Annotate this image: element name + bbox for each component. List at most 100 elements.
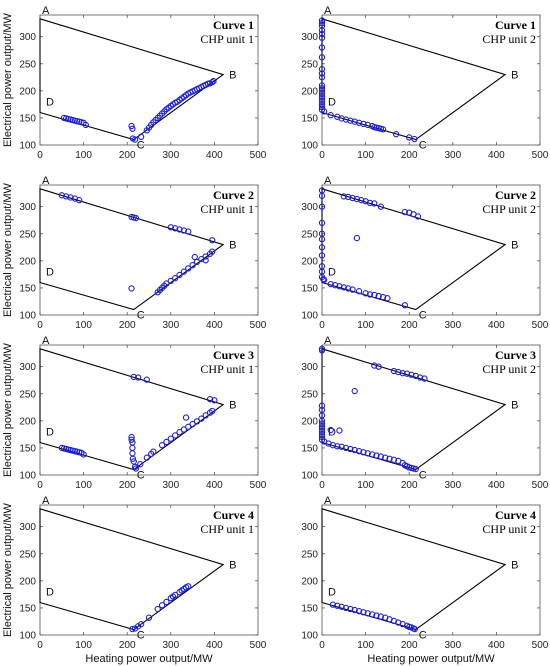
y-tick-label: 150 <box>19 603 36 614</box>
data-point <box>63 193 70 200</box>
unit-title: CHP unit 2 <box>482 362 536 376</box>
x-tick-label: 400 <box>488 640 505 651</box>
data-point <box>158 602 166 609</box>
vertex-label-d: D <box>46 267 54 279</box>
data-point <box>421 375 428 382</box>
data-point <box>185 423 192 430</box>
x-tick-label: 100 <box>75 640 92 651</box>
x-tick-label: 200 <box>401 320 418 331</box>
x-tick-label: 200 <box>119 480 136 491</box>
subplot-5: 0 100 200 300 400 500100150200250300ABCDCurve… <box>2 335 267 491</box>
data-point <box>331 282 339 289</box>
curve-title: Curve 2 <box>213 188 254 202</box>
data-point <box>150 448 157 455</box>
data-point <box>76 197 83 204</box>
data-point <box>338 603 345 610</box>
data-point <box>401 302 408 309</box>
data-point <box>412 465 419 473</box>
data-point <box>411 625 419 633</box>
data-point <box>345 285 352 292</box>
data-point <box>392 131 400 138</box>
x-tick-label: 0 <box>37 640 43 651</box>
data-point <box>189 420 196 428</box>
data-point <box>132 465 140 472</box>
data-point <box>138 621 145 628</box>
data-point <box>137 461 144 468</box>
data-point <box>58 192 65 199</box>
data-point <box>198 256 205 263</box>
x-tick-label: 200 <box>401 480 418 491</box>
y-tick-label: 200 <box>19 576 36 587</box>
data-point <box>128 285 135 292</box>
data-point <box>390 456 398 463</box>
vertex-label-a: A <box>324 495 332 507</box>
curve-title: Curve 2 <box>495 188 536 202</box>
data-point <box>206 396 214 403</box>
y-tick-label: 150 <box>19 283 36 294</box>
x-tick-label: 500 <box>532 640 549 651</box>
data-point <box>353 234 361 242</box>
operating-region <box>39 508 225 631</box>
x-tick-label: 100 <box>357 480 374 491</box>
data-point <box>327 112 334 119</box>
data-point <box>377 453 385 460</box>
data-point <box>366 291 374 298</box>
data-point <box>334 602 341 609</box>
data-point <box>336 427 343 434</box>
y-tick-label: 250 <box>19 59 36 70</box>
data-point <box>414 213 422 220</box>
x-tick-label: 400 <box>488 320 505 331</box>
vertex-label-c: C <box>419 470 427 482</box>
y-tick-label: 200 <box>19 256 36 267</box>
data-point <box>172 225 179 232</box>
vertex-label-b: B <box>229 400 236 412</box>
data-point <box>327 280 334 288</box>
data-point <box>390 367 398 375</box>
y-tick-label: 300 <box>19 32 36 43</box>
x-tick-label: 500 <box>532 480 549 491</box>
y-tick-label: 150 <box>19 443 36 454</box>
data-point <box>355 119 363 126</box>
x-tick-label: 0 <box>319 320 325 331</box>
data-point <box>329 601 337 608</box>
vertex-label-d: D <box>328 267 336 279</box>
x-tick-label: 400 <box>206 480 223 491</box>
x-tick-label: 400 <box>488 150 505 161</box>
y-tick-label: 150 <box>19 113 36 124</box>
data-point <box>180 227 188 234</box>
data-point <box>143 454 150 461</box>
vertex-label-b: B <box>229 560 236 572</box>
data-point <box>176 429 183 436</box>
vertex-label-c: C <box>137 630 145 642</box>
data-point <box>377 203 385 210</box>
subplot-1: 0 100 200 300 400 500100150200250300ABCDCurve… <box>2 5 267 161</box>
unit-title: CHP unit 1 <box>200 362 254 376</box>
data-point <box>347 605 354 613</box>
y-tick-label: 300 <box>301 362 318 373</box>
data-point <box>336 283 343 290</box>
data-point <box>371 362 378 369</box>
x-tick-label: 100 <box>75 150 92 161</box>
x-tick-label: 400 <box>206 320 223 331</box>
subplot-3: 0 100 200 300 400 500100150200250300ABCDCurve… <box>2 175 267 331</box>
data-point <box>189 262 196 269</box>
vertex-label-a: A <box>324 175 332 187</box>
y-tick-label: 100 <box>19 471 36 482</box>
x-tick-label: 100 <box>75 480 92 491</box>
operating-region <box>321 18 507 141</box>
data-point <box>342 444 350 452</box>
x-tick-label: 200 <box>401 150 418 161</box>
y-tick-label: 200 <box>301 576 318 587</box>
data-point <box>338 115 345 122</box>
y-tick-label: 100 <box>301 471 318 482</box>
vertex-label-b: B <box>511 400 518 412</box>
curve-title: Curve 4 <box>213 508 254 522</box>
x-tick-label: 200 <box>119 150 136 161</box>
data-point <box>401 208 408 216</box>
curve-title: Curve 1 <box>213 18 254 32</box>
data-point <box>202 412 209 419</box>
data-point <box>167 435 174 442</box>
data-point <box>176 226 183 233</box>
data-point <box>364 450 371 457</box>
x-tick-label: 200 <box>401 640 418 651</box>
